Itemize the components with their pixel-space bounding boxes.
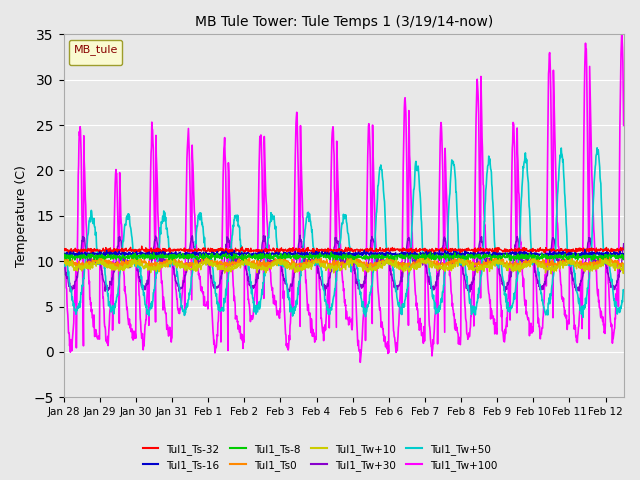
Title: MB Tule Tower: Tule Temps 1 (3/19/14-now): MB Tule Tower: Tule Temps 1 (3/19/14-now… bbox=[195, 15, 493, 29]
Legend:  bbox=[69, 40, 122, 65]
Y-axis label: Temperature (C): Temperature (C) bbox=[15, 165, 28, 267]
Legend: Tul1_Ts-32, Tul1_Ts-16, Tul1_Ts-8, Tul1_Ts0, Tul1_Tw+10, Tul1_Tw+30, Tul1_Tw+50,: Tul1_Ts-32, Tul1_Ts-16, Tul1_Ts-8, Tul1_… bbox=[138, 439, 502, 475]
